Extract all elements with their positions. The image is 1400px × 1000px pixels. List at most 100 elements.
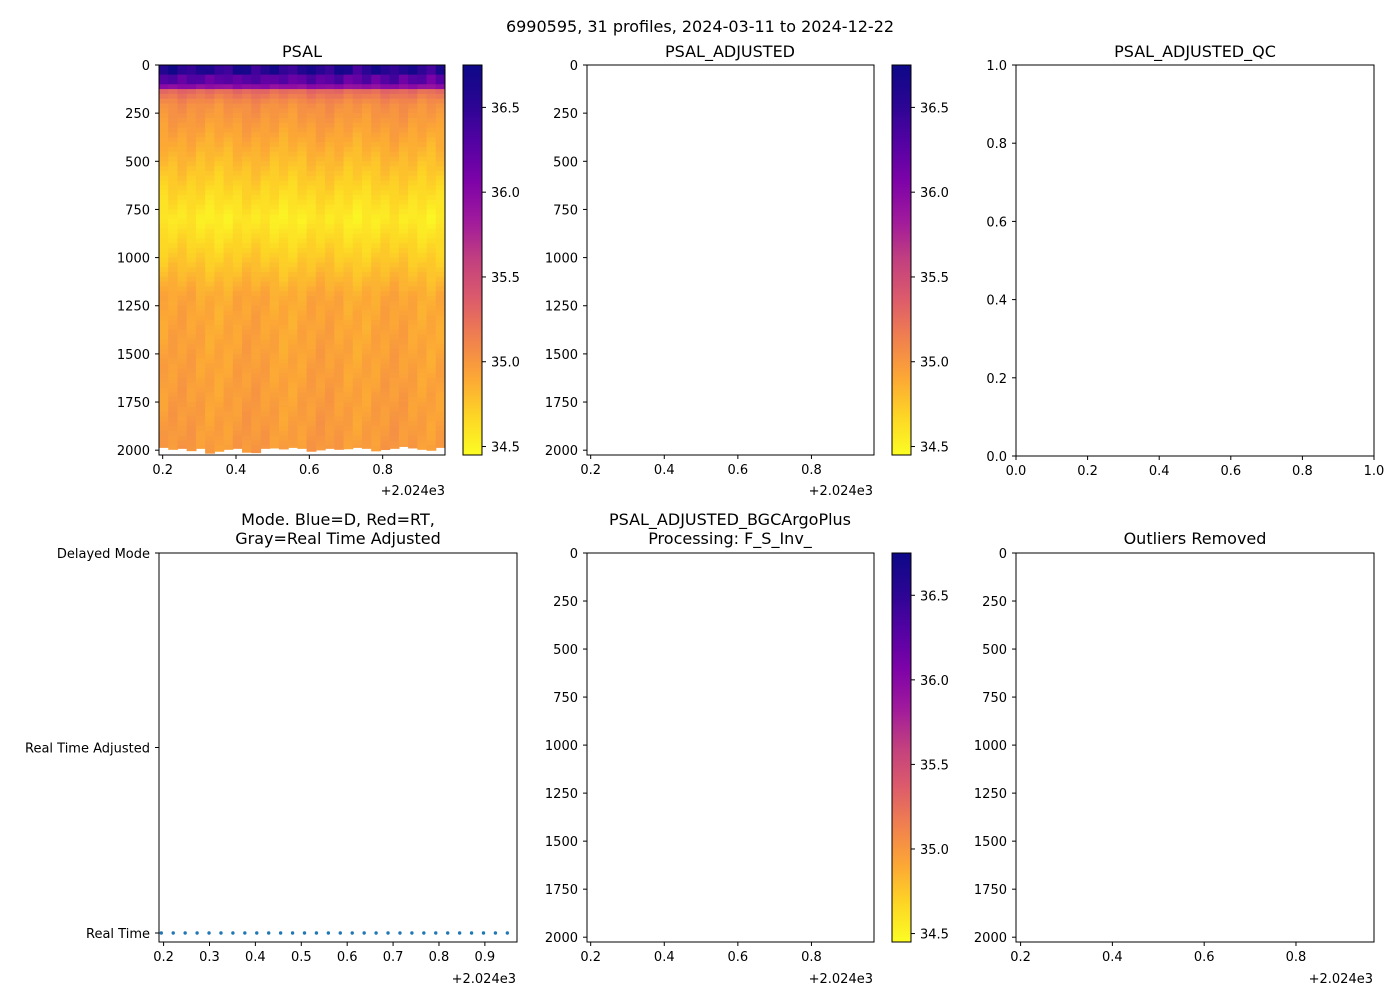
psal-cell xyxy=(408,445,418,449)
psal-cell xyxy=(251,93,262,100)
psal-cell xyxy=(251,440,262,446)
psal-cell xyxy=(269,156,280,162)
psal-cell xyxy=(352,377,363,384)
psal-cell xyxy=(297,103,308,109)
psal-cell xyxy=(343,315,354,321)
psal-cell xyxy=(380,252,391,259)
psal-cell xyxy=(343,310,354,316)
psal-cell xyxy=(195,325,206,331)
psal-cell xyxy=(168,228,179,235)
psal-cell xyxy=(159,435,169,442)
psal-cell xyxy=(398,267,409,273)
psal-cell xyxy=(195,185,206,191)
axes-frame-psal-adjusted xyxy=(586,64,875,456)
psal-cell xyxy=(214,190,225,196)
psal-cell xyxy=(334,329,345,336)
psal-cell xyxy=(334,272,345,278)
psal-cell xyxy=(168,127,179,134)
psal-cell xyxy=(315,344,326,350)
psal-cell xyxy=(159,392,169,398)
psal-cell xyxy=(288,142,298,148)
psal-cell xyxy=(214,276,225,283)
psal-cell xyxy=(159,180,169,186)
psal-cell xyxy=(251,214,262,220)
psal-cell xyxy=(168,406,179,413)
psal-cell xyxy=(389,146,400,153)
psal-cell xyxy=(186,300,197,307)
psal-cell xyxy=(168,377,179,384)
psal-cell xyxy=(251,175,262,182)
psal-cell xyxy=(334,421,345,427)
psal-cell xyxy=(417,127,428,134)
psal-cell xyxy=(205,296,215,302)
psal-cell xyxy=(389,397,400,403)
psal-cell xyxy=(334,406,345,413)
psal-cell xyxy=(232,103,243,109)
psal-cell xyxy=(389,93,400,100)
psal-cell xyxy=(223,296,234,302)
psal-cell xyxy=(297,79,308,85)
psal-cell xyxy=(186,296,197,302)
psal-cell xyxy=(278,233,289,239)
psal-cell xyxy=(232,421,243,427)
psal-cell xyxy=(325,161,335,167)
psal-cell xyxy=(260,430,271,437)
psal-cell xyxy=(214,363,225,369)
psal-cell xyxy=(260,421,271,427)
psal-cell xyxy=(205,185,215,191)
psal-cell xyxy=(269,329,280,336)
psal_adjusted_qc-xtick-label: 0.4 xyxy=(1149,464,1170,479)
psal-cell xyxy=(325,93,335,100)
psal-cell xyxy=(398,257,409,264)
psal-cell xyxy=(306,175,317,182)
psal-cell xyxy=(380,146,391,153)
psal-cell xyxy=(168,103,179,109)
psal-cell xyxy=(251,450,262,454)
psal-cell xyxy=(435,243,445,249)
psal-cell xyxy=(306,416,317,422)
psal-cell xyxy=(371,127,382,134)
psal-cell xyxy=(168,281,179,288)
psal-cell xyxy=(168,402,179,408)
psal-cell xyxy=(426,339,437,345)
psal-cell xyxy=(159,334,169,341)
psal-cell xyxy=(177,426,188,432)
psal-cell xyxy=(334,291,345,297)
psal-cell xyxy=(352,329,363,336)
psal-cell xyxy=(435,392,445,398)
psal-cell xyxy=(297,286,308,292)
psal-cell xyxy=(288,74,298,81)
psal-cell xyxy=(325,185,335,191)
psal-cell xyxy=(232,315,243,321)
psal-cell xyxy=(297,402,308,408)
psal-cell xyxy=(260,151,271,158)
psal-cell xyxy=(278,74,289,81)
psal-cell xyxy=(417,344,428,350)
psal-cell xyxy=(232,195,243,201)
psal-cell xyxy=(214,397,225,403)
psal-cell xyxy=(195,89,206,95)
psal-cell xyxy=(288,103,298,109)
psal-cell xyxy=(159,406,169,413)
psal-cell xyxy=(232,272,243,278)
psal-cell xyxy=(297,329,308,336)
psal-cell xyxy=(195,315,206,321)
psal-cell xyxy=(159,122,169,129)
psal-cell xyxy=(352,373,363,379)
psal-cell xyxy=(426,272,437,278)
psal-cell xyxy=(278,122,289,129)
psal-cell xyxy=(242,339,252,345)
psal-cell xyxy=(168,166,179,172)
psal-cell xyxy=(306,435,317,442)
psal-cell xyxy=(242,161,252,167)
psal-cell xyxy=(260,166,271,172)
psal-cell xyxy=(195,406,206,413)
mode-xtick-label: 0.5 xyxy=(291,950,312,965)
psal-cell xyxy=(251,334,262,341)
psal_adjusted_qc-xtick-label: 0.6 xyxy=(1220,464,1241,479)
psal-cell xyxy=(398,411,409,418)
psal-cell xyxy=(232,262,243,268)
psal-cell xyxy=(297,272,308,278)
psal-cell xyxy=(278,440,289,446)
psal-cell xyxy=(361,127,372,134)
